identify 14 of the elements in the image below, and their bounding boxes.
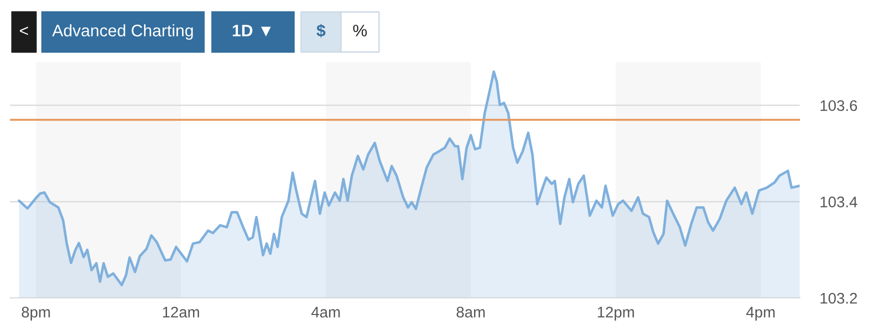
x-tick-label: 12pm	[598, 306, 634, 321]
text: Advanced Charting	[52, 24, 193, 40]
y-tick-label: 103.4	[820, 196, 858, 208]
x-tick-label: 4am	[311, 306, 340, 318]
text: 1D ▼	[232, 24, 271, 37]
x-tick-label: 12am	[162, 306, 200, 318]
x-tick-label: 8am	[456, 306, 485, 318]
x-tick-label: 4pm	[746, 306, 775, 321]
text: $	[316, 24, 326, 38]
y-tick-label: 103.6	[820, 100, 858, 112]
x-tick-label: 8pm	[22, 306, 50, 321]
text: %	[353, 24, 367, 36]
text: <	[20, 26, 28, 36]
y-tick-label: 103.2	[820, 292, 857, 304]
